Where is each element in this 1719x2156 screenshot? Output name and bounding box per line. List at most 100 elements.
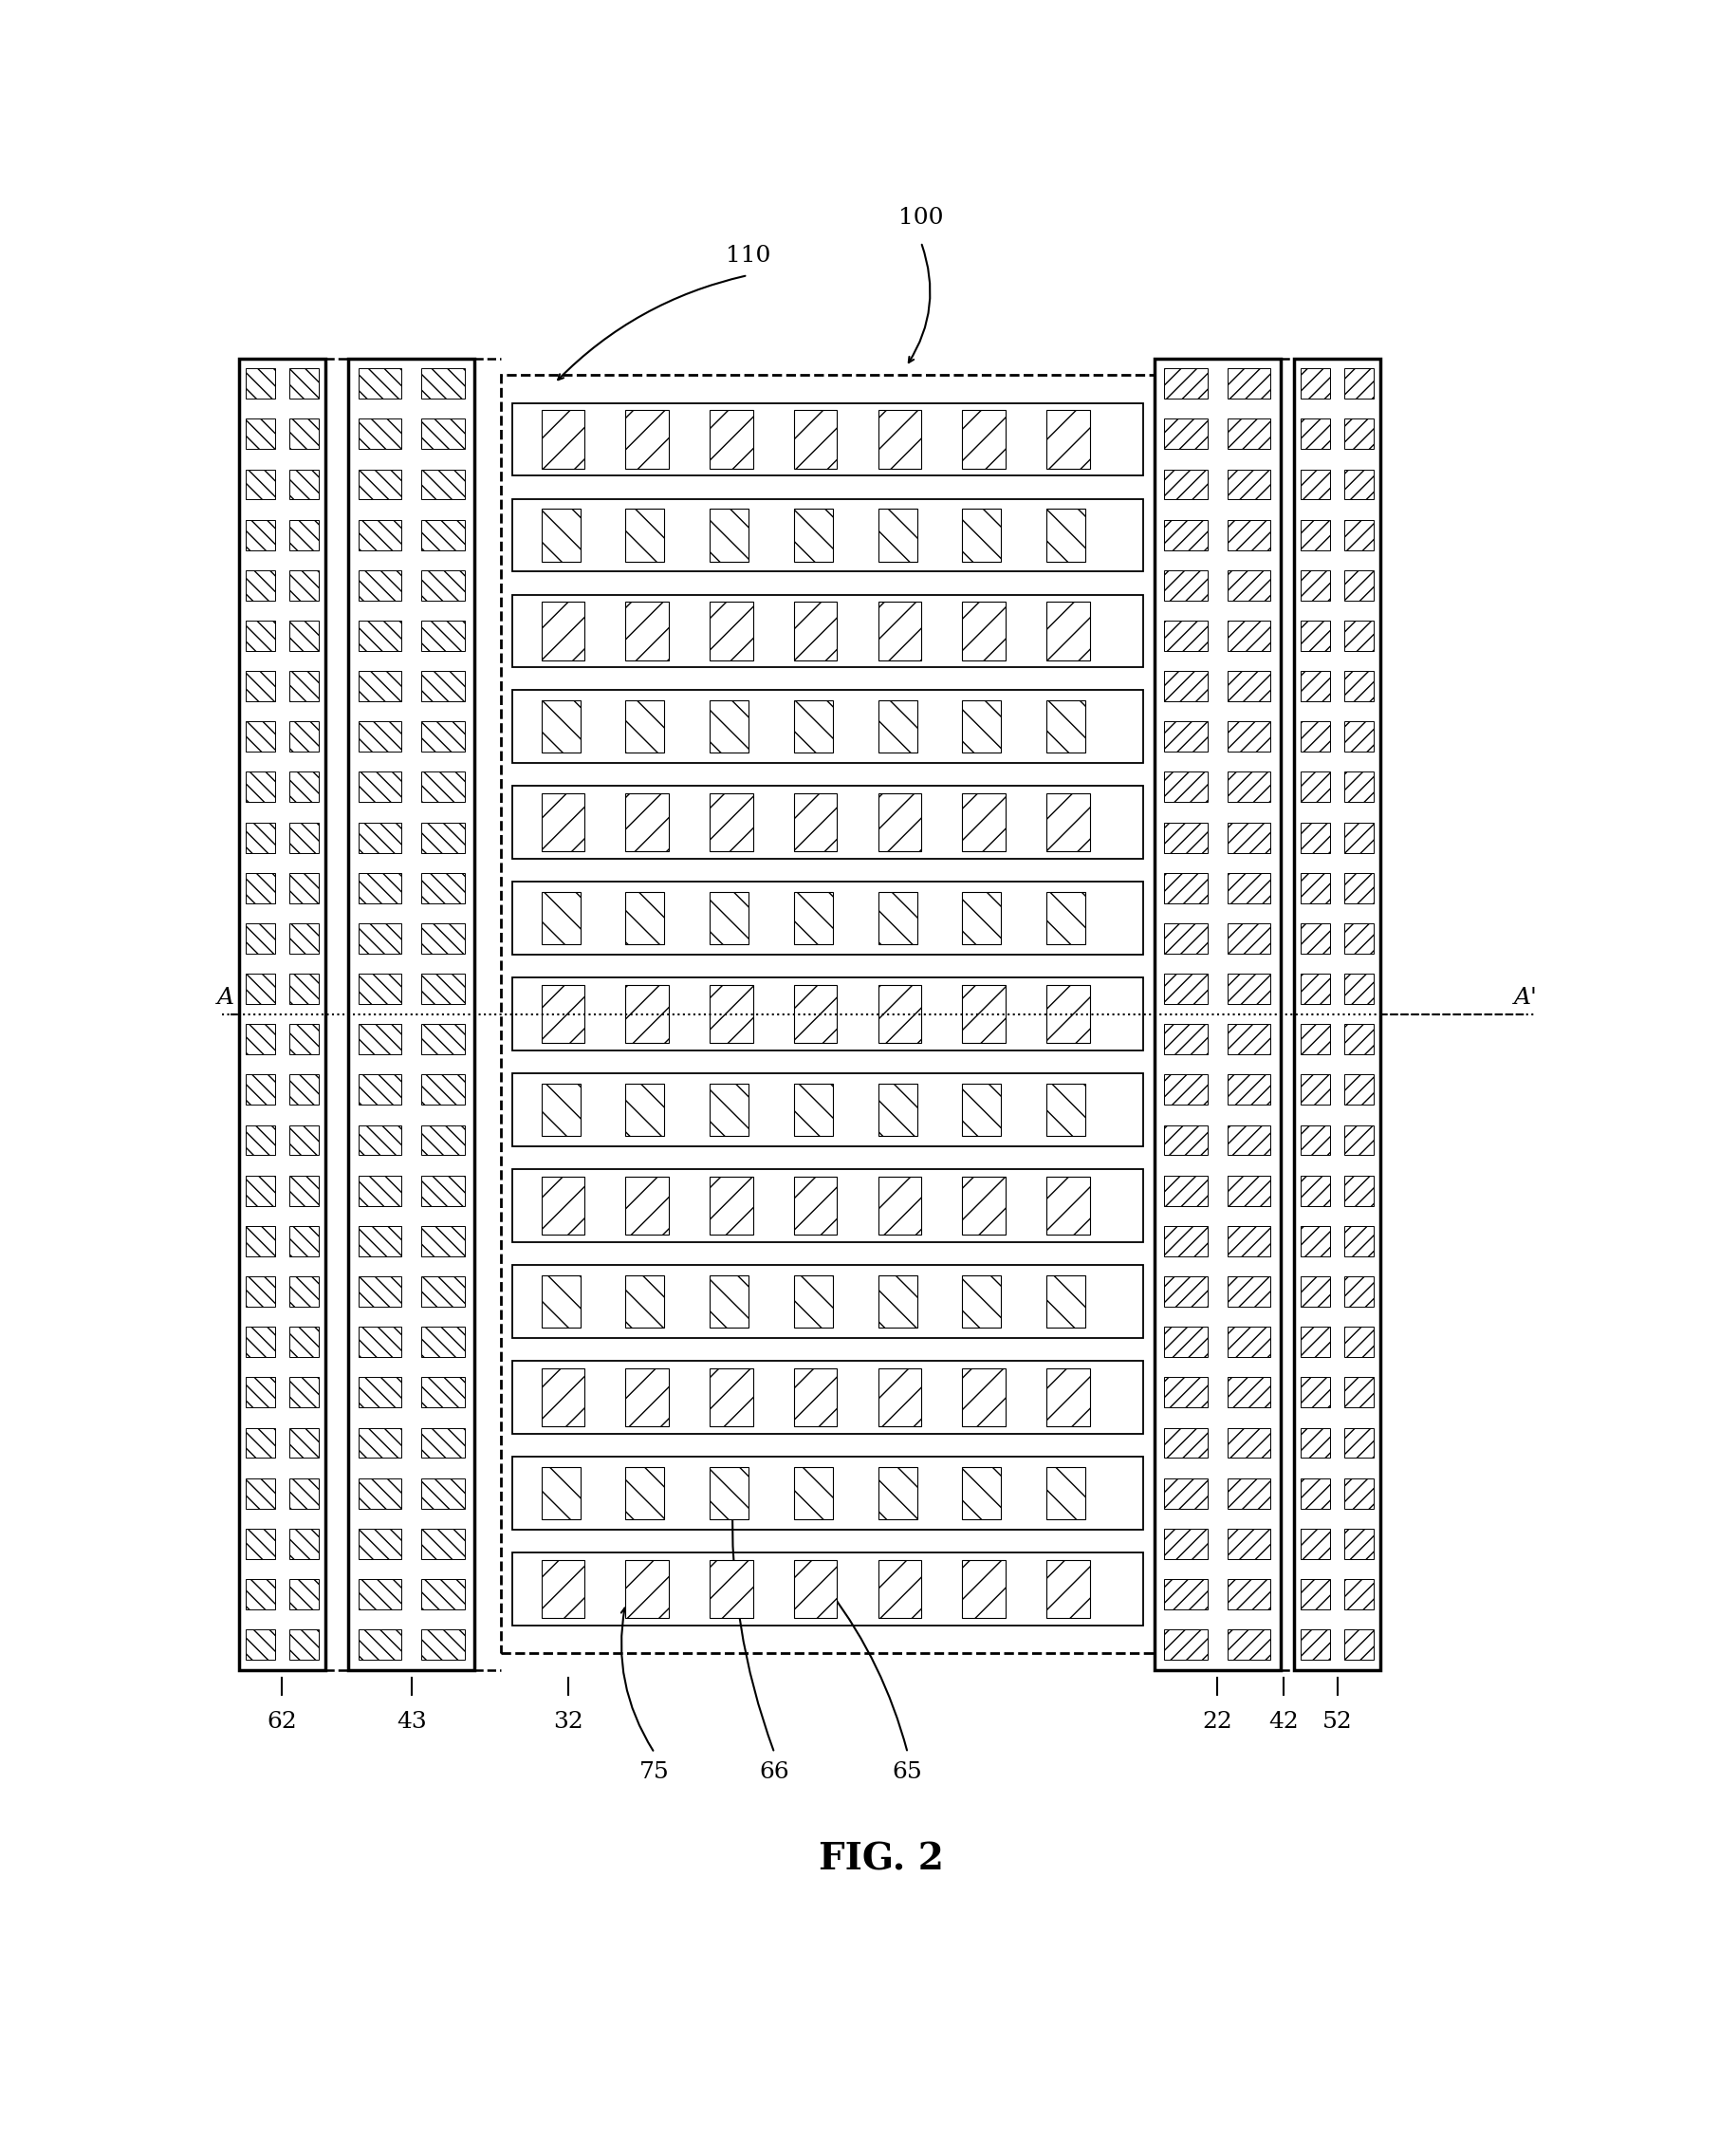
Bar (1164, 621, 1207, 651)
Bar (1227, 1427, 1270, 1457)
Text: 62: 62 (266, 1712, 297, 1733)
Bar (1227, 569, 1270, 602)
Bar (878, 893, 916, 944)
Bar (512, 1074, 1143, 1147)
Bar (358, 369, 401, 399)
Bar (421, 722, 464, 752)
Bar (878, 602, 921, 660)
Bar (358, 1227, 401, 1257)
Bar (1164, 1427, 1207, 1457)
Bar (289, 1024, 318, 1054)
Bar (289, 520, 318, 550)
Bar (1164, 772, 1207, 802)
Bar (541, 1466, 579, 1520)
Bar (358, 1074, 401, 1104)
Bar (512, 882, 1143, 955)
Bar (1344, 975, 1373, 1005)
Bar (246, 470, 275, 500)
Bar (358, 923, 401, 953)
Bar (1047, 509, 1085, 561)
Bar (358, 1529, 401, 1559)
Bar (421, 1578, 464, 1608)
Bar (246, 369, 275, 399)
Bar (626, 1369, 669, 1427)
Bar (963, 602, 1006, 660)
Bar (1301, 520, 1331, 550)
Bar (289, 1227, 318, 1257)
Bar (794, 410, 837, 468)
Bar (1344, 1326, 1373, 1356)
Bar (1301, 569, 1331, 602)
Bar (421, 1326, 464, 1356)
Bar (421, 975, 464, 1005)
Bar (421, 1427, 464, 1457)
Bar (1164, 1578, 1207, 1608)
Bar (541, 410, 584, 468)
Bar (878, 1369, 921, 1427)
Text: 100: 100 (899, 207, 944, 229)
Bar (1164, 1125, 1207, 1156)
Bar (421, 1125, 464, 1156)
Bar (289, 975, 318, 1005)
Bar (1294, 358, 1380, 1669)
Bar (358, 671, 401, 701)
Bar (1301, 873, 1331, 903)
Bar (246, 1175, 275, 1205)
Bar (1227, 418, 1270, 448)
Bar (1047, 893, 1085, 944)
Bar (246, 772, 275, 802)
Bar (541, 893, 579, 944)
Bar (1301, 621, 1331, 651)
Bar (1301, 1125, 1331, 1156)
Bar (1227, 722, 1270, 752)
Bar (1047, 1084, 1085, 1136)
Bar (246, 975, 275, 1005)
Bar (1344, 1378, 1373, 1408)
Bar (626, 701, 664, 752)
Bar (1301, 418, 1331, 448)
Bar (1227, 671, 1270, 701)
Text: 52: 52 (1322, 1712, 1353, 1733)
Bar (963, 509, 1000, 561)
Bar (421, 821, 464, 852)
Text: 32: 32 (554, 1712, 583, 1733)
Bar (1227, 821, 1270, 852)
Bar (794, 1559, 837, 1617)
Bar (626, 1177, 669, 1235)
Text: 110: 110 (725, 246, 770, 267)
Bar (794, 893, 832, 944)
Bar (246, 1227, 275, 1257)
Bar (710, 1274, 748, 1328)
Bar (1153, 358, 1281, 1669)
Bar (1164, 873, 1207, 903)
Bar (246, 418, 275, 448)
Bar (358, 621, 401, 651)
Bar (794, 1466, 832, 1520)
Bar (421, 873, 464, 903)
Bar (626, 1274, 664, 1328)
Bar (626, 985, 669, 1044)
Bar (421, 1227, 464, 1257)
Bar (246, 569, 275, 602)
Bar (626, 410, 669, 468)
Text: 75: 75 (639, 1761, 670, 1783)
Bar (1227, 1175, 1270, 1205)
Bar (289, 1326, 318, 1356)
Bar (1164, 923, 1207, 953)
Bar (1047, 1177, 1090, 1235)
Bar (1301, 821, 1331, 852)
Bar (1344, 923, 1373, 953)
Bar (1301, 671, 1331, 701)
Bar (1344, 1125, 1373, 1156)
Bar (1164, 671, 1207, 701)
Bar (246, 1326, 275, 1356)
Bar (541, 1177, 584, 1235)
Bar (1047, 701, 1085, 752)
Bar (289, 923, 318, 953)
Bar (289, 821, 318, 852)
Bar (289, 1578, 318, 1608)
Bar (289, 1175, 318, 1205)
Bar (878, 793, 921, 852)
Bar (421, 621, 464, 651)
Bar (710, 985, 753, 1044)
